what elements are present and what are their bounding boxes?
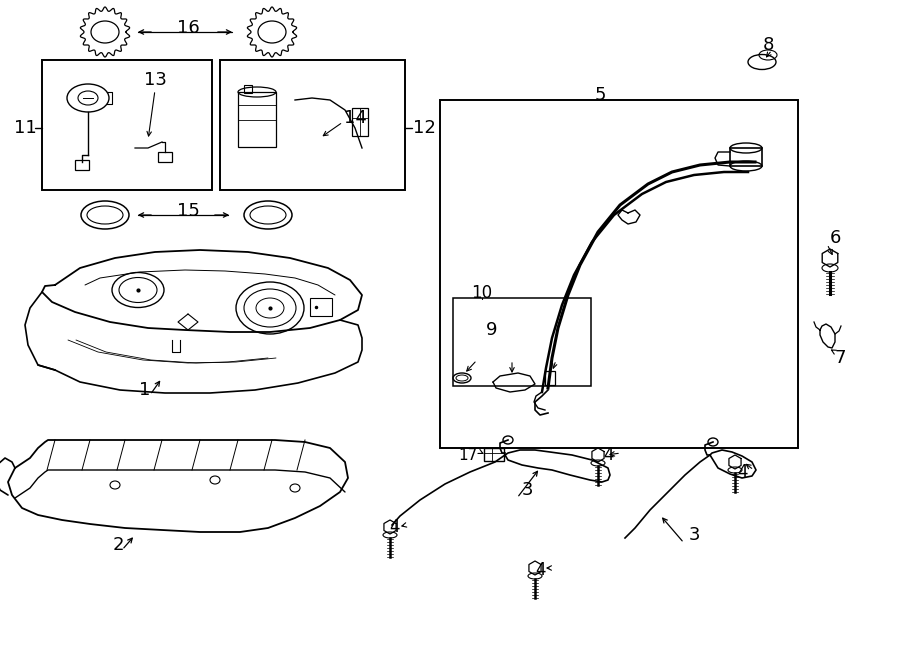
Bar [352, 108, 368, 136]
Bar [158, 152, 172, 162]
Text: 13: 13 [144, 71, 166, 89]
Bar [244, 85, 252, 93]
Text: 4: 4 [604, 446, 614, 464]
Text: 8: 8 [762, 36, 774, 54]
Text: 9: 9 [486, 321, 498, 339]
Text: 14: 14 [344, 109, 366, 127]
Text: 11: 11 [14, 119, 36, 137]
Text: 4: 4 [535, 561, 545, 579]
Text: 17: 17 [458, 447, 478, 463]
Text: 3: 3 [521, 481, 533, 499]
Bar [484, 448, 504, 461]
Bar [440, 100, 798, 448]
Text: 12: 12 [412, 119, 436, 137]
Text: 7: 7 [834, 349, 846, 367]
Bar [453, 298, 591, 386]
Text: 16: 16 [176, 19, 200, 37]
Text: 10: 10 [472, 284, 492, 302]
Text: 1: 1 [140, 381, 150, 399]
Bar [730, 148, 762, 166]
Bar [75, 160, 89, 170]
Text: 2: 2 [112, 536, 124, 554]
Bar [42, 60, 212, 190]
Bar [310, 298, 332, 316]
Text: 6: 6 [829, 229, 841, 247]
Text: 3: 3 [688, 526, 700, 544]
Bar [238, 92, 276, 147]
Text: 15: 15 [176, 202, 200, 220]
Text: 4: 4 [737, 463, 747, 481]
Text: 5: 5 [594, 86, 606, 104]
Bar [545, 371, 555, 385]
Bar [220, 60, 405, 190]
Text: 4: 4 [389, 518, 400, 536]
